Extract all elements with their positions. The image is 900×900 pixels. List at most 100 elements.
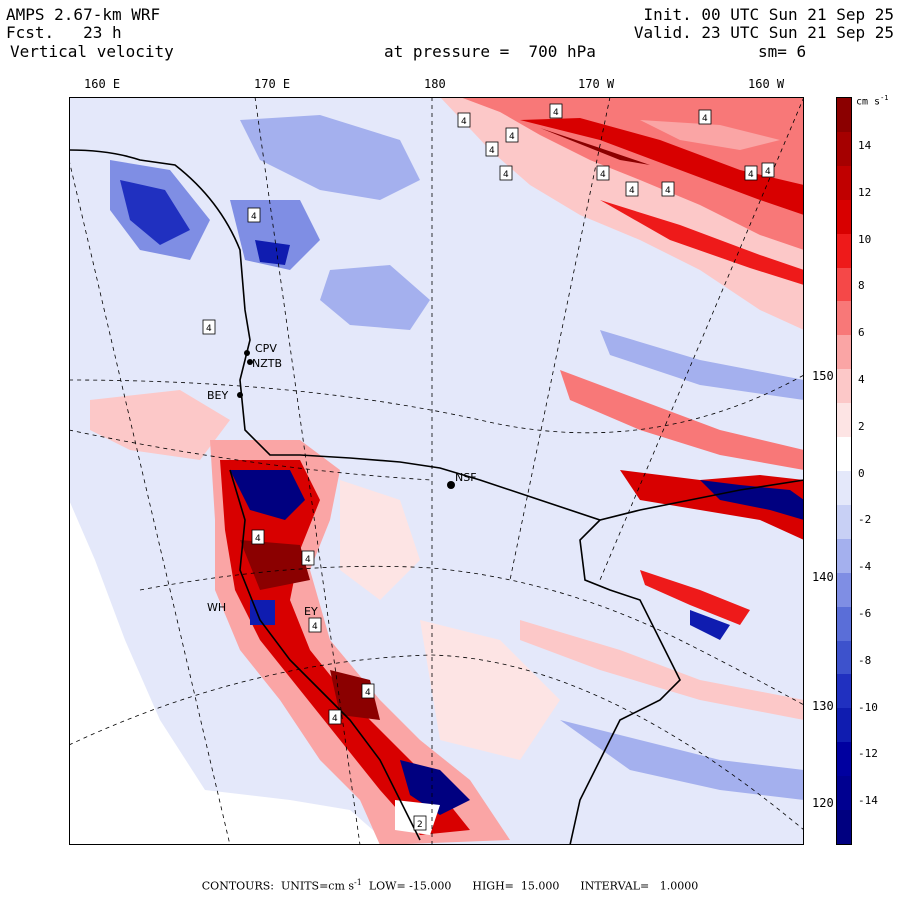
negative-core bbox=[120, 180, 190, 245]
colorbar-segment bbox=[837, 199, 851, 235]
svg-text:4: 4 bbox=[503, 170, 509, 180]
svg-text:4: 4 bbox=[365, 688, 371, 698]
svg-text:4: 4 bbox=[251, 212, 257, 222]
lon-label: 170 W bbox=[578, 77, 615, 91]
station-label: CPV bbox=[255, 342, 277, 355]
model-title: AMPS 2.67-km WRF bbox=[6, 5, 161, 24]
colorbar bbox=[836, 97, 852, 845]
colorbar-segment bbox=[837, 403, 851, 438]
colorbar-segment bbox=[837, 538, 851, 574]
svg-text:4: 4 bbox=[255, 534, 261, 544]
colorbar-segment bbox=[837, 742, 851, 777]
colorbar-segment bbox=[837, 98, 851, 133]
svg-text:4: 4 bbox=[312, 622, 318, 632]
colorbar-segment bbox=[837, 335, 851, 370]
station-dot-nztb bbox=[247, 359, 253, 365]
off-domain-area bbox=[69, 500, 205, 845]
colorbar-tick-label: 6 bbox=[858, 326, 865, 340]
colorbar-segment bbox=[837, 810, 851, 845]
positive-core bbox=[240, 540, 310, 590]
parallel-line bbox=[69, 429, 433, 481]
lon-label: 160 W bbox=[748, 77, 785, 91]
positive-band bbox=[560, 370, 804, 470]
positive-band bbox=[600, 200, 804, 285]
station-label: EY bbox=[304, 605, 318, 618]
extrema-mark: 4 bbox=[744, 165, 758, 181]
graticule bbox=[69, 97, 804, 845]
svg-text:4: 4 bbox=[489, 146, 495, 156]
svg-text:4: 4 bbox=[332, 714, 338, 724]
negative-region bbox=[320, 265, 430, 330]
colorbar-tick-label: 14 bbox=[858, 139, 872, 152]
colorbar-tick-label: -6 bbox=[858, 607, 872, 620]
svg-text:4: 4 bbox=[665, 186, 671, 196]
colorbar-tick-label: -10 bbox=[858, 700, 878, 714]
station-dot-cpv bbox=[244, 350, 250, 356]
extrema-mark: 4 bbox=[251, 529, 265, 545]
extrema-markers: 4 4 4 4 4 4 4 4 4 4 4 4 4 4 4 4 4 4 2 bbox=[202, 103, 775, 831]
colorbar-tick-label: -14 bbox=[858, 794, 878, 808]
colorbar-segment bbox=[837, 776, 851, 811]
init-time: Init. 00 UTC Sun 21 Sep 25 bbox=[643, 5, 894, 24]
positive-region bbox=[640, 120, 780, 150]
svg-text:4: 4 bbox=[509, 132, 515, 142]
station-label: NSF bbox=[455, 471, 477, 484]
negative-band bbox=[600, 330, 804, 400]
extrema-mark: 4 bbox=[499, 165, 513, 181]
parallel-line bbox=[69, 654, 804, 831]
forecast-label: Fcst. bbox=[6, 23, 55, 42]
meridian-line bbox=[69, 159, 231, 845]
extrema-mark: 4 bbox=[301, 550, 315, 566]
colorbar-segment bbox=[837, 504, 851, 540]
colorbar-tick-label: 12 bbox=[858, 185, 872, 199]
lon-label: 170 E bbox=[254, 77, 291, 91]
extrema-mark: 4 bbox=[698, 109, 712, 125]
station-label: NZTB bbox=[252, 357, 282, 370]
extrema-mark: 4 bbox=[661, 181, 675, 197]
lon-label: 180 bbox=[424, 77, 446, 91]
extrema-mark: 4 bbox=[361, 683, 375, 699]
colorbar-segment bbox=[837, 233, 851, 269]
extrema-mark: 4 bbox=[457, 112, 471, 128]
negative-core bbox=[700, 480, 804, 520]
extrema-mark: 4 bbox=[505, 127, 519, 143]
colorbar-tick-label: -8 bbox=[858, 653, 872, 667]
colorbar-tick-label: 2 bbox=[858, 419, 865, 433]
negative-band bbox=[560, 720, 804, 800]
grounding-line bbox=[229, 469, 421, 841]
variable-name: Vertical velocity bbox=[10, 42, 174, 61]
colorbar-segment bbox=[837, 369, 851, 404]
colorbar-segment bbox=[837, 301, 851, 336]
extrema-mark: 2 bbox=[413, 815, 427, 831]
extrema-mark: 4 bbox=[596, 165, 610, 181]
colorbar-segment bbox=[837, 471, 851, 506]
colorbar-tick-label: -12 bbox=[858, 747, 878, 761]
svg-text:4: 4 bbox=[461, 117, 467, 127]
positive-region bbox=[90, 390, 230, 460]
valid-time: Valid. 23 UTC Sun 21 Sep 25 bbox=[633, 23, 894, 42]
svg-text:4: 4 bbox=[748, 170, 754, 180]
colorbar-tick-label: 4 bbox=[858, 373, 865, 386]
vertical-velocity-map: CPV NZTB BEY NSF WH EY 4 4 4 4 4 4 4 4 4… bbox=[69, 97, 804, 845]
coastline bbox=[69, 149, 804, 845]
colorbar-segment bbox=[837, 437, 851, 472]
positive-region bbox=[520, 620, 804, 720]
lon-label: 160 E bbox=[84, 77, 121, 91]
map-frame bbox=[69, 97, 804, 845]
extrema-mark: 4 bbox=[247, 207, 261, 223]
colorbar-segment bbox=[837, 606, 851, 642]
colorbar-segment bbox=[837, 572, 851, 608]
positive-band bbox=[640, 570, 750, 625]
colorbar-segment bbox=[837, 640, 851, 675]
colorbar-segment bbox=[837, 674, 851, 709]
svg-text:2: 2 bbox=[417, 820, 423, 830]
positive-region bbox=[420, 620, 560, 760]
svg-text:4: 4 bbox=[702, 114, 708, 124]
forecast-hour: Fcst. 23 h bbox=[6, 24, 122, 42]
extrema-mark: 4 bbox=[625, 181, 639, 197]
colorbar-tick-label: 0 bbox=[858, 466, 865, 480]
grounding-line bbox=[569, 519, 681, 845]
off-domain-area bbox=[205, 790, 390, 845]
colorbar-unit: cm s-1 bbox=[856, 94, 889, 108]
coastline bbox=[69, 149, 804, 521]
